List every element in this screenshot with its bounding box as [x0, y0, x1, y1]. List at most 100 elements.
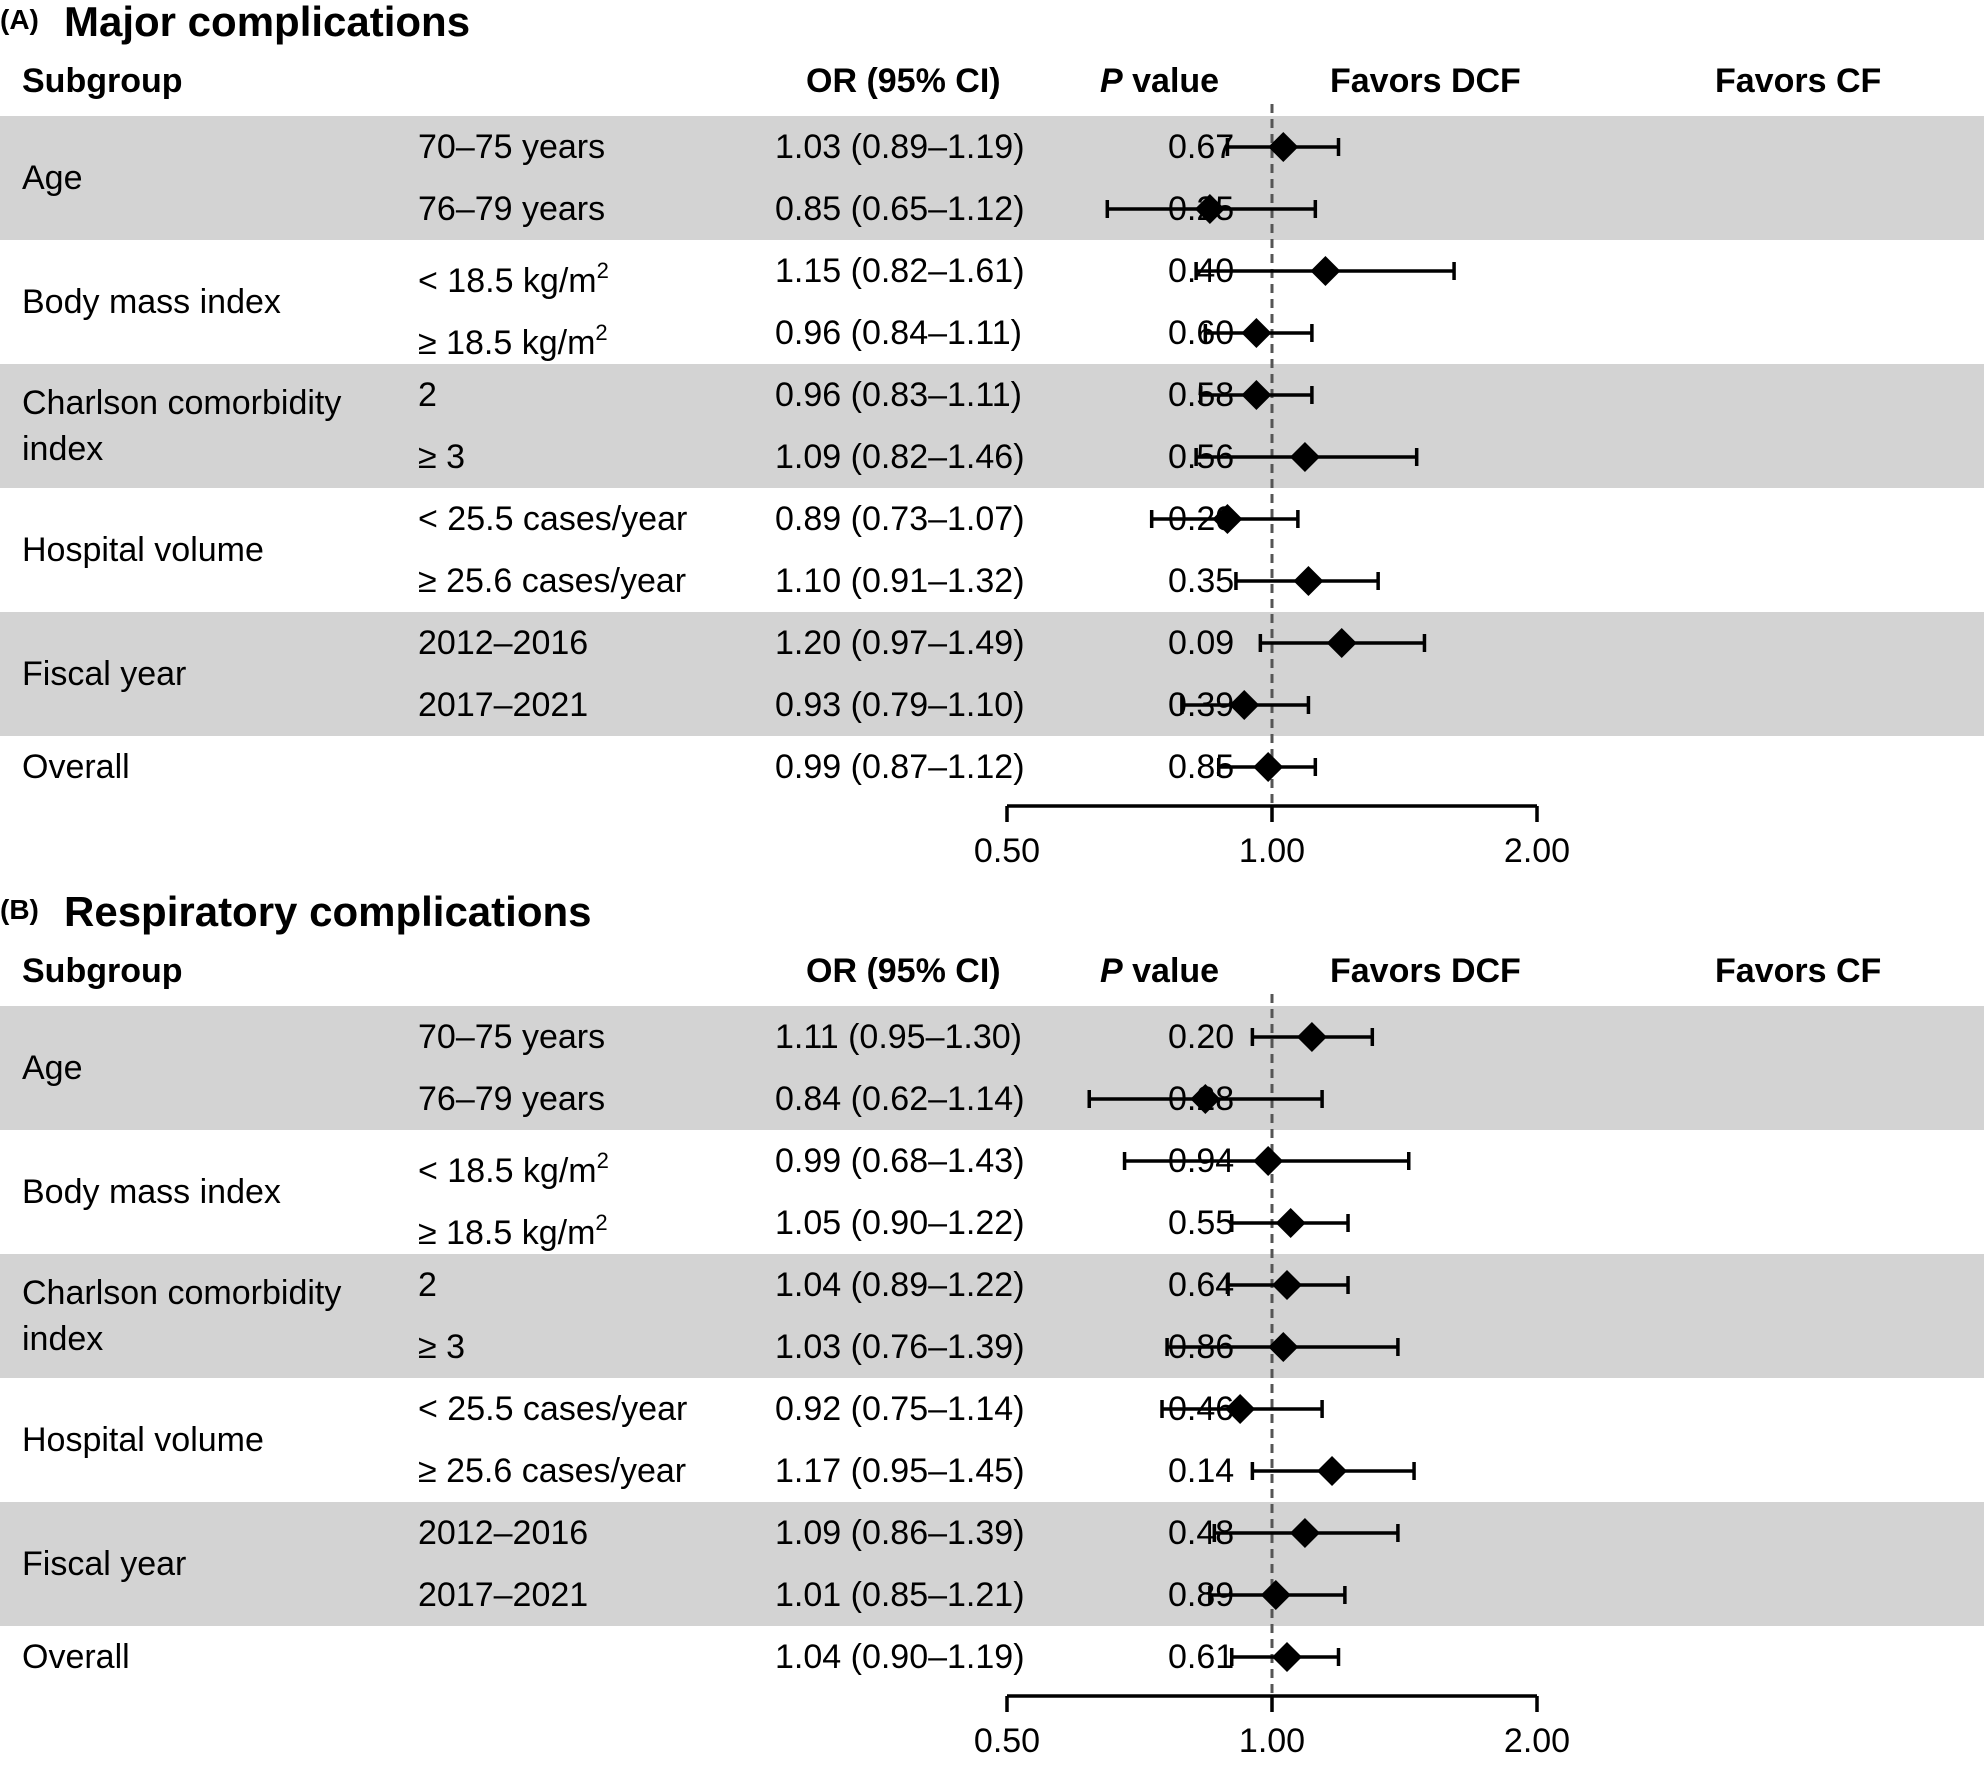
point-estimate-diamond: [1241, 318, 1272, 348]
group-name: Hospital volume: [22, 1421, 264, 1459]
group-name: Charlson comorbidity index: [22, 1274, 342, 1358]
shaded-band: [0, 116, 1984, 240]
subgroup-label-text: ≥ 25.6 cases/year: [418, 562, 687, 600]
subgroup-label-text: ≥ 3: [418, 1328, 466, 1366]
p-value: 0.14: [1168, 1452, 1235, 1490]
shaded-band: [0, 1502, 1984, 1626]
overall-row: Overall 1.04 (0.90–1.19) 0.61: [0, 1626, 1984, 1688]
point-estimate-diamond: [1310, 256, 1341, 286]
point-estimate-diamond: [1225, 1394, 1256, 1424]
subgroup-label: ≥ 18.5 kg/m2: [418, 1192, 608, 1254]
subgroup-label-text: < 18.5 kg/m: [418, 1152, 597, 1190]
superscript: 2: [596, 1148, 609, 1173]
panel-a: (A) Major complications Subgroup OR (95% CI…: [0, 0, 1984, 880]
subgroup-label: 2017–2021: [418, 674, 588, 736]
group-name: Hospital volume: [22, 531, 264, 569]
overall-row: Overall 0.99 (0.87–1.12) 0.85: [0, 736, 1984, 798]
or-ci-value: 0.89 (0.73–1.07): [775, 500, 1025, 538]
subgroup-label-text: 76–79 years: [418, 190, 606, 228]
overall-or-ci: 1.04 (0.90–1.19): [775, 1638, 1025, 1676]
table-row: 20.96 (0.83–1.11)0.58: [0, 364, 1984, 426]
group-name: Charlson comorbidity index: [22, 384, 342, 468]
shaded-band: [0, 364, 1984, 488]
table-row: 2017–2021 0.93 (0.79–1.10) 0.39: [0, 674, 1984, 736]
subgroup-label: 76–79 years: [418, 1068, 605, 1130]
or-ci-value: 1.10 (0.91–1.32): [775, 562, 1025, 600]
group-name: Fiscal year: [22, 1545, 187, 1583]
subgroup-label: < 18.5 kg/m2: [418, 240, 609, 302]
subgroup-label: 2: [418, 1254, 437, 1316]
point-estimate-diamond: [1268, 1332, 1299, 1362]
panel-label: (A): [0, 4, 39, 35]
subgroup-label-text: 2017–2021: [418, 1576, 589, 1614]
subgroup-label: ≥ 25.6 cases/year: [418, 1440, 686, 1502]
subgroup-label-text: ≥ 25.6 cases/year: [418, 1452, 687, 1490]
overall-or-ci: 0.99 (0.87–1.12): [775, 748, 1025, 786]
table-row: ≥ 18.5 kg/m2 0.96 (0.84–1.11) 0.60: [0, 302, 1984, 364]
subgroup-label: 2017–2021: [418, 1564, 588, 1626]
subgroup-label-text: 2017–2021: [418, 686, 589, 724]
x-tick-label: 1.00: [1239, 832, 1305, 870]
p-value: 0.35: [1168, 562, 1235, 600]
point-estimate-diamond: [1260, 1580, 1291, 1610]
header-subgroup: Subgroup: [22, 62, 183, 100]
table-row: 70–75 years 1.03 (0.89–1.19) 0.67: [0, 116, 1984, 178]
shaded-band: [0, 1006, 1984, 1130]
subgroup-label: 2012–2016: [418, 1502, 588, 1564]
or-ci-value: 1.09 (0.82–1.46): [775, 438, 1025, 476]
group-name: Fiscal year: [22, 655, 187, 693]
shaded-band: [0, 612, 1984, 736]
point-estimate-diamond: [1289, 442, 1320, 472]
table-row: 2017–2021 1.01 (0.85–1.21) 0.89: [0, 1564, 1984, 1626]
panel-b: (B) Respiratory complications Subgroup OR (…: [0, 888, 1984, 1770]
superscript: 2: [595, 320, 608, 345]
forest-plot: 0.50 1.00 2.00: [974, 994, 1570, 1760]
header-favors-dcf: Favors DCF: [1330, 952, 1521, 990]
header-or-ci: OR (95% CI): [806, 952, 1001, 990]
subgroup-label: < 18.5 kg/m2: [418, 1130, 609, 1192]
or-ci-value: 0.85 (0.65–1.12): [775, 190, 1025, 228]
subgroup-label-text: 70–75 years: [418, 1018, 606, 1056]
panel-title: Respiratory complications: [64, 888, 592, 935]
group-name: Body mass index: [22, 283, 281, 321]
subgroup-label-text: 2012–2016: [418, 1514, 589, 1552]
header-p-rest: value: [1122, 952, 1220, 990]
subgroup-label: ≥ 18.5 kg/m2: [418, 302, 608, 364]
x-tick-label: 0.50: [974, 832, 1040, 870]
header-p-italic: P: [1100, 952, 1123, 990]
point-estimate-diamond: [1268, 132, 1299, 162]
group-name: Age: [22, 1049, 83, 1087]
header-p-value: P value: [1100, 952, 1219, 991]
x-tick-label: 1.00: [1239, 1722, 1305, 1760]
or-ci-value: 1.04 (0.89–1.22): [775, 1266, 1025, 1304]
p-value: 0.55: [1168, 1204, 1235, 1242]
header-subgroup: Subgroup: [22, 952, 183, 990]
header-favors-cf: Favors CF: [1715, 952, 1882, 990]
point-estimate-diamond: [1317, 1456, 1348, 1486]
subgroup-label: 2: [418, 364, 437, 426]
shaded-band: [0, 1254, 1984, 1378]
subgroup-label: < 25.5 cases/year: [418, 488, 687, 550]
subgroup-label-text: 2: [418, 1266, 437, 1304]
superscript: 2: [596, 258, 609, 283]
point-estimate-diamond: [1275, 1208, 1306, 1238]
panel-title: Major complications: [64, 0, 471, 45]
or-ci-value: 1.03 (0.89–1.19): [775, 128, 1025, 166]
or-ci-value: 1.15 (0.82–1.61): [775, 252, 1025, 290]
or-ci-value: 0.96 (0.84–1.11): [775, 314, 1022, 352]
point-estimate-diamond: [1229, 690, 1260, 720]
subgroup-label: 70–75 years: [418, 116, 605, 178]
subgroup-label-text: 2: [418, 376, 437, 414]
subgroup-label-text: < 18.5 kg/m: [418, 262, 597, 300]
table-row: 2012–2016 1.09 (0.86–1.39) 0.48: [0, 1502, 1984, 1564]
table-row: ≥ 25.6 cases/year 1.10 (0.91–1.32) 0.35: [0, 550, 1984, 612]
or-ci-value: 1.20 (0.97–1.49): [775, 624, 1025, 662]
subgroup-label-text: < 25.5 cases/year: [418, 500, 688, 538]
overall-label: Overall: [22, 748, 130, 786]
header-p-value: P value: [1100, 62, 1219, 101]
p-value: 0.20: [1168, 1018, 1235, 1056]
or-ci-value: 0.93 (0.79–1.10): [775, 686, 1025, 724]
point-estimate-diamond: [1271, 1642, 1302, 1672]
header-p-rest: value: [1122, 62, 1220, 100]
